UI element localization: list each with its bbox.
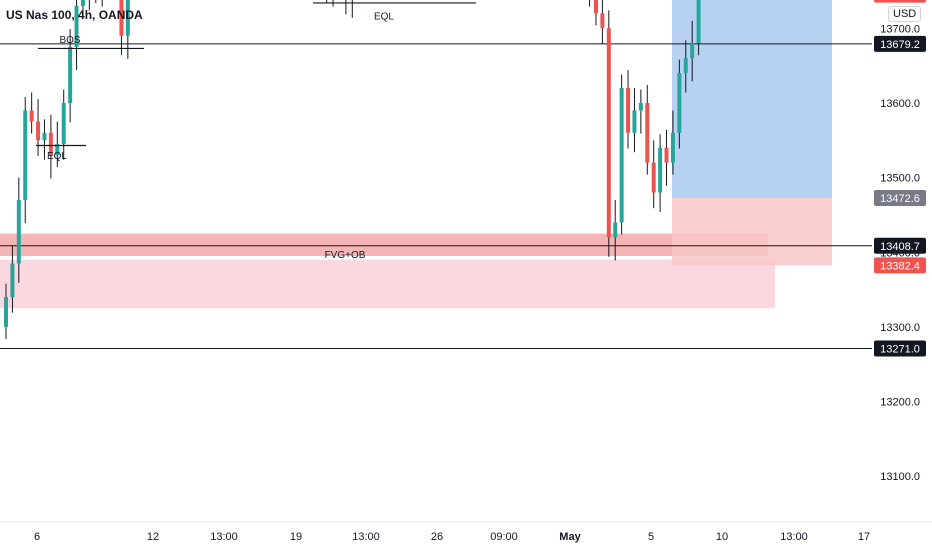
candle-body [36,121,41,141]
candle-body [651,162,656,193]
x-tick-label: 09:00 [490,531,518,543]
candle-body [23,110,28,200]
candle-body [16,199,21,264]
candle-body [74,5,79,47]
y-tick-label: 13300.0 [880,322,920,334]
candle-body [645,102,650,163]
candle-body [696,0,701,44]
long-position-target-zone [672,0,832,199]
currency-selector[interactable]: USD [888,6,922,22]
price-label-black: 13679.2 [880,39,920,51]
x-tick-label: 13:00 [210,531,238,543]
candle-body [600,13,605,29]
y-axis-background [873,0,932,550]
price-label-bg [874,257,926,274]
x-tick-label: 5 [648,531,654,543]
candle-body [119,0,124,36]
candle-body [80,0,85,6]
candle-body [55,144,60,156]
x-tick-label: 6 [34,531,40,543]
y-tick-label: 13600.0 [880,98,920,110]
fvg-ob-zone [0,233,768,256]
candle-body [683,58,688,74]
candle-body [626,88,631,133]
candle-body [638,102,643,111]
fvg-label: FVG+OB [325,250,366,261]
candle-body [48,132,53,156]
price-label-black: 13271.0 [880,344,920,356]
long-position-stop-zone [672,198,832,266]
x-tick-label: 13:00 [780,531,808,543]
fvg-zone-light [0,259,775,309]
candle-body [42,132,47,141]
y-tick-label: 13200.0 [880,397,920,409]
price-label-red: 13382.4 [880,260,920,272]
bos-label-1: BOS [59,35,80,46]
candle-body [10,263,15,298]
price-label-gray: 13472.6 [880,193,920,205]
x-tick-label: 13:00 [352,531,380,543]
candle-body [606,28,611,238]
x-tick-label: 17 [858,531,870,543]
candle-body [658,147,663,193]
eql-label-1: EQL [47,151,67,162]
price-label-bg [874,340,926,357]
candle-body [125,0,130,36]
candle-body [632,110,637,133]
candle-body [61,102,66,145]
price-label-bg [874,0,926,3]
candle-body [593,0,598,14]
price-label-bg [874,190,926,207]
x-tick-label: 19 [290,531,302,543]
candle-body [613,222,618,238]
x-tick-label: May [559,531,581,543]
eql-label-2: EQL [374,11,394,22]
x-tick-label: 10 [716,531,728,543]
y-tick-label: 13500.0 [880,173,920,185]
y-tick-label: 13700.0 [880,23,920,35]
candle-body [670,132,675,163]
price-label-bg [874,35,926,52]
candle-body [677,73,682,133]
candle-body [68,46,73,103]
candle-body [619,88,624,223]
price-label-bg [874,237,926,254]
price-label-current: 03:42:58 [879,0,922,2]
x-tick-label: 26 [431,531,443,543]
candle-body [4,297,8,327]
y-tick-label: 13100.0 [880,471,920,483]
candle-body [29,110,34,122]
x-tick-label: 12 [147,531,159,543]
candle-body [690,43,695,59]
price-label-black: 13408.7 [880,241,920,253]
chart-title: US Nas 100, 4h, OANDA [6,8,143,22]
candle-body [664,147,669,163]
